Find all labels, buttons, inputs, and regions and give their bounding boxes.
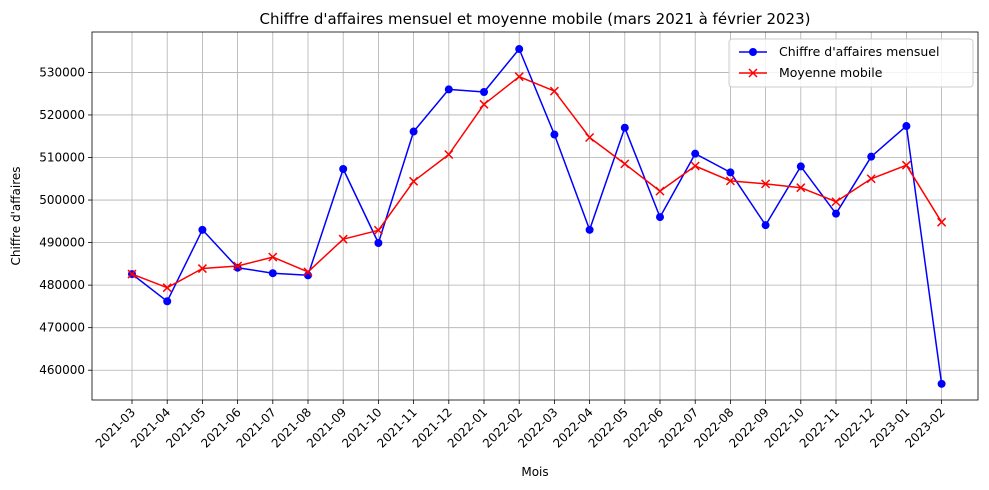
legend: Chiffre d'affaires mensuel Moyenne mobil… (728, 38, 974, 88)
data-point-monthly (796, 162, 805, 171)
chart-title: Chiffre d'affaires mensuel et moyenne mo… (260, 10, 811, 28)
legend-label-monthly: Chiffre d'affaires mensuel (779, 44, 939, 59)
data-point-monthly (726, 168, 735, 177)
data-point-moving-average (549, 86, 559, 96)
data-point-monthly (480, 87, 488, 96)
y-tick-label: 470000 (39, 321, 85, 335)
legend-box (728, 38, 974, 88)
y-tick-label: 480000 (39, 278, 85, 292)
data-point-monthly (163, 297, 172, 306)
data-point-moving-average (127, 269, 137, 279)
data-point-moving-average (162, 283, 172, 293)
legend-label-moving-average: Moyenne mobile (779, 65, 883, 80)
data-point-moving-average (831, 197, 841, 207)
data-point-monthly (198, 225, 207, 234)
data-point-moving-average (303, 267, 313, 277)
legend-marker-moving-average (748, 68, 758, 78)
data-point-monthly (691, 149, 700, 158)
plot-frame (91, 31, 979, 401)
data-point-monthly (339, 164, 348, 173)
data-point-moving-average (514, 72, 524, 82)
data-point-moving-average (761, 179, 771, 189)
data-point-monthly (585, 225, 594, 234)
y-tick-label: 510000 (39, 151, 85, 165)
data-point-monthly (902, 122, 911, 131)
data-point-moving-average (479, 99, 489, 109)
y-tick-label: 500000 (39, 193, 85, 207)
data-point-moving-average (268, 252, 278, 262)
data-point-moving-average (409, 176, 419, 186)
y-tick-label: 490000 (39, 236, 85, 250)
data-point-moving-average (585, 132, 595, 143)
y-tick-label: 530000 (39, 65, 85, 79)
data-point-monthly (867, 152, 876, 161)
x-axis: 2021-032021-042021-052021-062021-072021-… (93, 400, 948, 451)
data-point-moving-average (725, 176, 735, 186)
data-point-monthly (409, 127, 418, 136)
data-point-moving-average (655, 186, 665, 196)
series-layer (127, 45, 947, 388)
series-line-monthly (131, 48, 943, 384)
legend-marker-monthly (749, 48, 757, 56)
y-axis-label: Chiffre d'affaires (9, 167, 23, 266)
data-point-moving-average (233, 261, 243, 271)
data-point-moving-average (197, 264, 207, 274)
data-point-monthly (937, 379, 946, 388)
y-tick-label: 460000 (39, 363, 85, 377)
data-point-moving-average (901, 160, 911, 170)
data-point-monthly (374, 239, 383, 248)
y-axis: 460000 470000 480000 490000 500000 510000 5200… (39, 65, 92, 377)
data-point-moving-average (690, 161, 700, 171)
data-point-monthly (268, 269, 277, 278)
data-point-monthly (550, 130, 559, 139)
data-point-monthly (444, 85, 453, 94)
data-point-monthly (656, 213, 664, 222)
data-point-monthly (515, 45, 524, 54)
y-tick-label: 520000 (39, 108, 85, 122)
data-point-moving-average (937, 217, 947, 227)
data-point-monthly (761, 221, 770, 230)
data-point-moving-average (796, 183, 806, 193)
data-point-moving-average (373, 225, 383, 235)
data-point-moving-average (444, 149, 454, 160)
series-line-moving-average (131, 75, 943, 289)
data-point-monthly (620, 123, 629, 132)
data-point-monthly (832, 209, 840, 218)
data-point-moving-average (620, 159, 630, 169)
data-point-moving-average (338, 234, 348, 244)
x-axis-label: Mois (521, 465, 548, 479)
data-point-moving-average (866, 174, 876, 184)
